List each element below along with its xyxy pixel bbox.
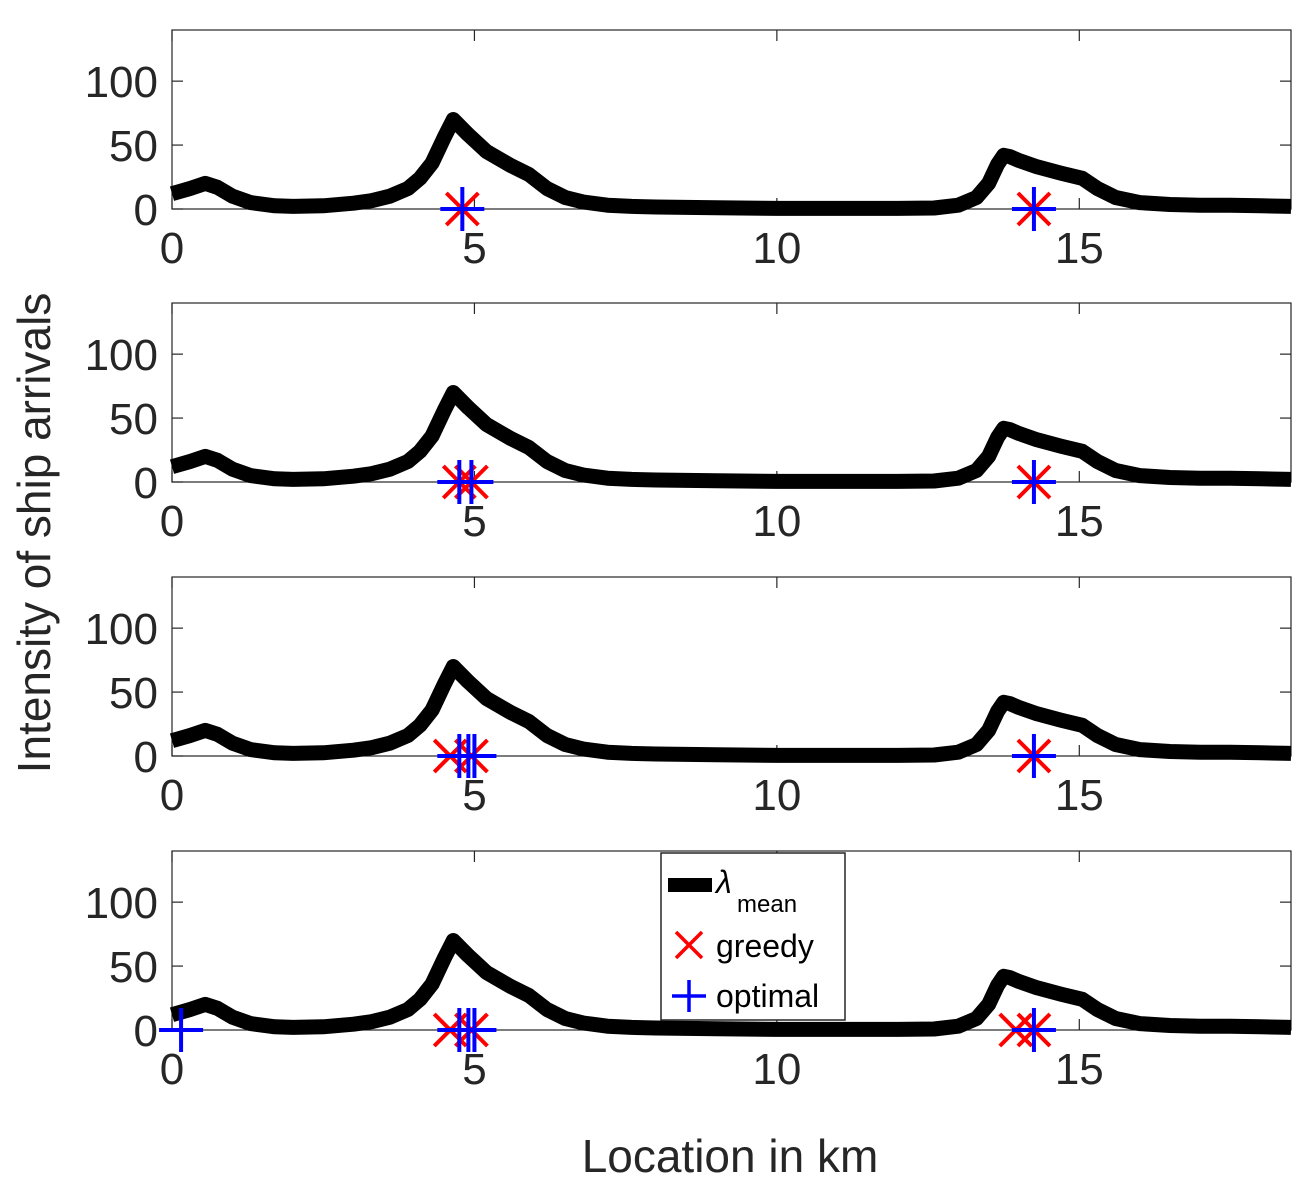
optimal-marker: [1011, 1008, 1056, 1052]
y-tick-label: 0: [134, 1007, 158, 1056]
y-tick-label: 50: [109, 395, 158, 444]
x-tick-label: 5: [462, 1045, 486, 1094]
lambda-mean-line: [169, 933, 1292, 1037]
y-tick-label: 0: [134, 733, 158, 782]
x-tick-label: 5: [462, 224, 486, 273]
lambda-mean-line: [169, 659, 1292, 763]
legend-optimal-marker: [672, 980, 706, 1012]
y-tick-label: 50: [109, 943, 158, 992]
axes-frame: [171, 29, 1292, 210]
x-tick-label: 0: [160, 771, 184, 820]
x-tick-label: 10: [752, 771, 801, 820]
x-tick-label: 10: [752, 1045, 801, 1094]
lambda-mean-line: [169, 385, 1292, 489]
optimal-marker: [159, 1008, 204, 1052]
y-tick-label: 0: [134, 459, 158, 508]
x-tick-label: 15: [1055, 1045, 1104, 1094]
optimal-marker: [452, 734, 497, 778]
optimal-marker: [440, 187, 485, 231]
panel-4: 0 50 100 0 5 10 15: [85, 850, 1292, 1094]
legend-greedy-marker: [674, 930, 704, 960]
optimal-marker: [452, 1008, 497, 1052]
x-tick-label: 0: [160, 224, 184, 273]
legend: λ mean greedy optimal: [660, 852, 846, 1021]
optimal-marker: [1011, 187, 1056, 231]
x-tick-label: 0: [160, 1045, 184, 1094]
optimal-marker: [449, 460, 494, 504]
y-tick-label: 100: [85, 879, 158, 928]
x-tick-label: 10: [752, 224, 801, 273]
legend-lambda-subscript: mean: [737, 891, 797, 918]
y-tick-label: 0: [134, 186, 158, 235]
y-tick-label: 100: [85, 58, 158, 107]
x-tick-label: 10: [752, 497, 801, 546]
legend-lambda-symbol: λ: [714, 864, 732, 900]
optimal-marker: [1011, 460, 1056, 504]
x-tick-label: 15: [1055, 497, 1104, 546]
panel-1: 0 50 100 0 5 10 15: [85, 29, 1292, 273]
x-tick-label: 15: [1055, 224, 1104, 273]
y-tick-label: 50: [109, 669, 158, 718]
panel-3: 0 50 100 0 5 10 15: [85, 576, 1292, 820]
x-tick-label: 15: [1055, 771, 1104, 820]
x-axis-title: Location in km: [582, 1130, 879, 1182]
y-tick-label: 100: [85, 331, 158, 380]
legend-optimal-label: optimal: [716, 978, 819, 1014]
y-tick-label: 50: [109, 122, 158, 171]
x-tick-label: 5: [462, 771, 486, 820]
axes-frame: [171, 576, 1292, 757]
y-tick-label: 100: [85, 605, 158, 654]
optimal-marker: [1011, 734, 1056, 778]
x-tick-label: 5: [462, 497, 486, 546]
panel-2: 0 50 100 0 5 10 15: [85, 302, 1292, 546]
axes-frame: [171, 302, 1292, 483]
lambda-mean-line: [169, 112, 1292, 216]
x-tick-label: 0: [160, 497, 184, 546]
legend-greedy-label: greedy: [716, 928, 814, 964]
y-axis-title: Intensity of ship arrivals: [8, 293, 60, 774]
